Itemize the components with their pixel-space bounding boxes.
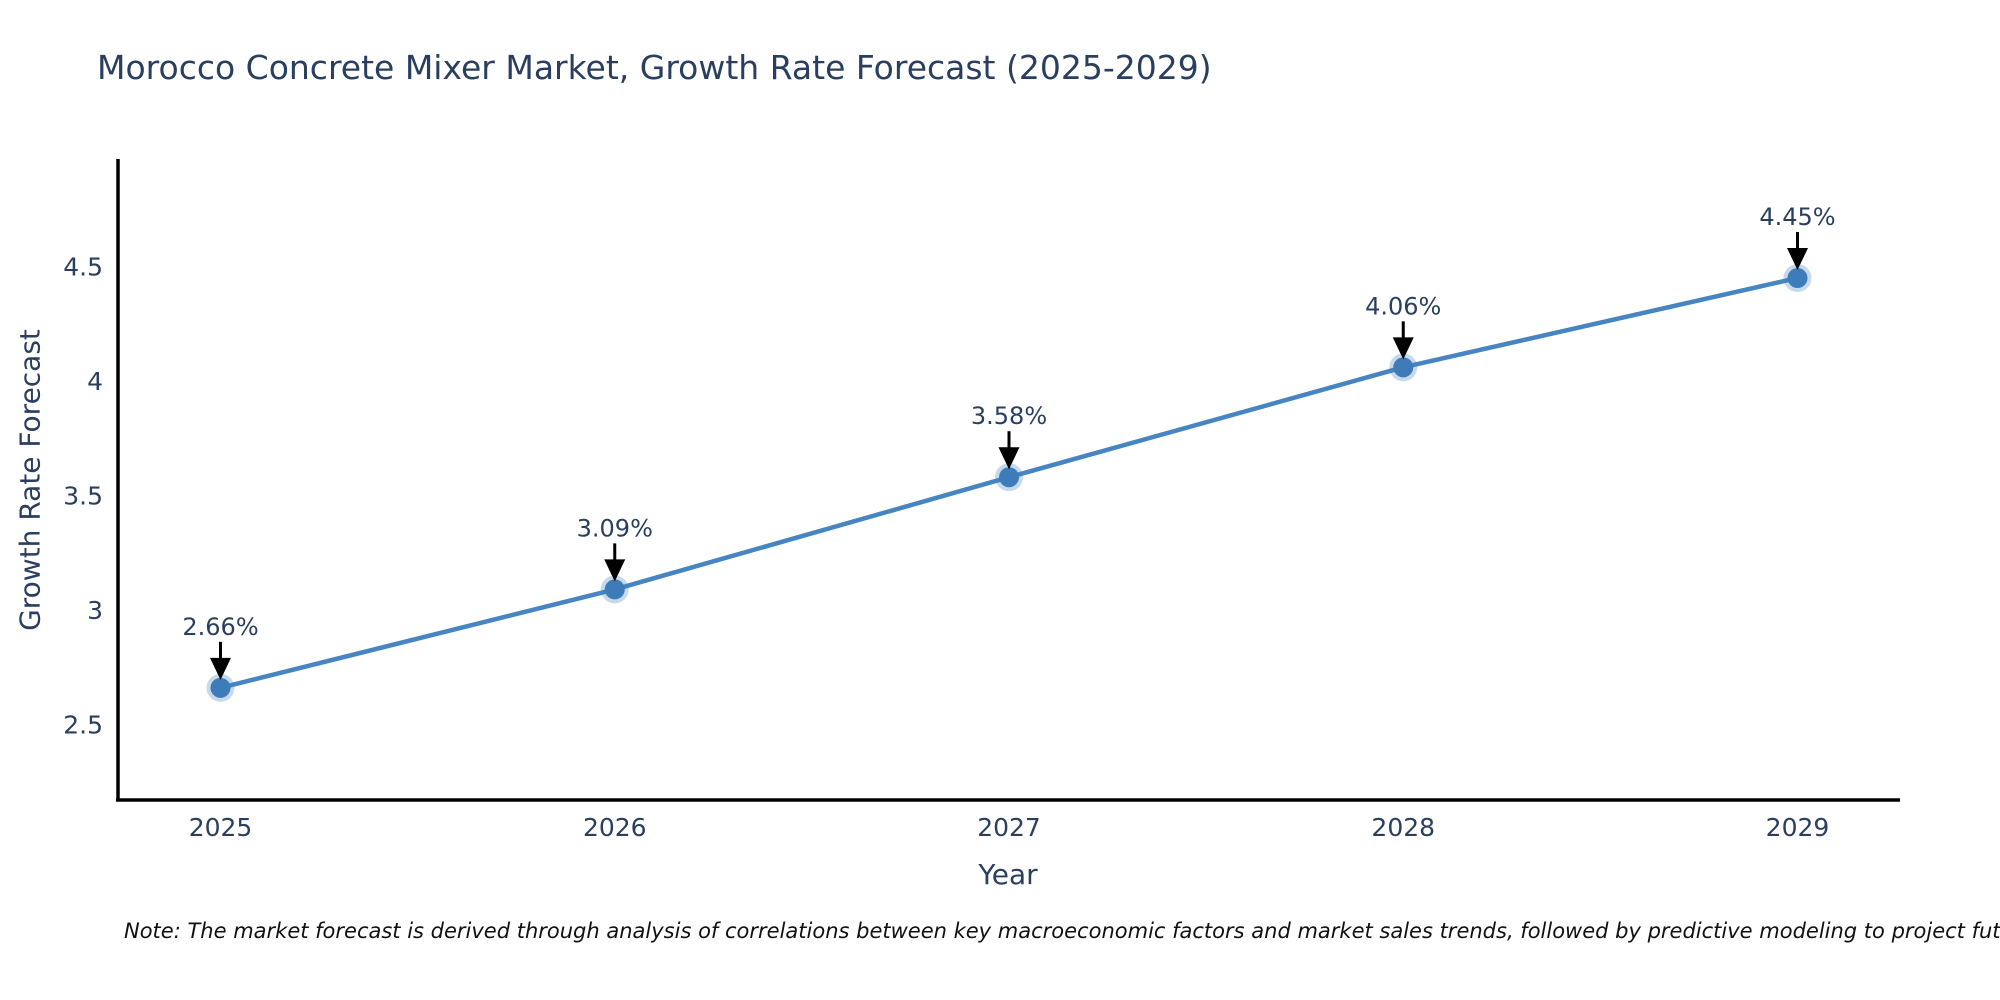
data-point[interactable] <box>210 677 231 698</box>
x-tick-label: 2028 <box>1371 813 1435 842</box>
annotation-arrowhead-icon <box>998 447 1020 470</box>
data-point[interactable] <box>1393 357 1414 378</box>
y-tick-label: 4.5 <box>63 253 103 282</box>
y-axis-title: Growth Rate Forecast <box>13 329 47 631</box>
data-point[interactable] <box>604 579 625 600</box>
y-tick-label: 3 <box>87 596 103 625</box>
annotation-arrowhead-icon <box>210 657 232 680</box>
annotation-label: 3.09% <box>577 514 653 542</box>
x-tick-label: 2027 <box>977 813 1041 842</box>
footnote: Note: The market forecast is derived thr… <box>124 919 2000 943</box>
annotation-label: 3.58% <box>971 402 1047 430</box>
annotation-arrowhead-icon <box>1786 248 1808 271</box>
y-tick-label: 3.5 <box>63 482 103 511</box>
y-tick-label: 2.5 <box>63 710 103 739</box>
annotation-arrowhead-icon <box>604 559 626 582</box>
data-point[interactable] <box>1787 268 1808 289</box>
y-tick-label: 4 <box>87 367 103 396</box>
annotation-label: 4.45% <box>1759 203 1835 231</box>
annotation-label: 4.06% <box>1365 292 1441 320</box>
x-axis-title: Year <box>978 858 1038 891</box>
x-tick-label: 2026 <box>583 813 647 842</box>
annotation-arrowhead-icon <box>1392 337 1414 360</box>
chart-title: Morocco Concrete Mixer Market, Growth Ra… <box>97 48 1212 87</box>
annotation-label: 2.66% <box>182 613 258 641</box>
x-tick-label: 2025 <box>189 813 253 842</box>
x-tick-label: 2029 <box>1766 813 1830 842</box>
data-point[interactable] <box>999 467 1019 488</box>
